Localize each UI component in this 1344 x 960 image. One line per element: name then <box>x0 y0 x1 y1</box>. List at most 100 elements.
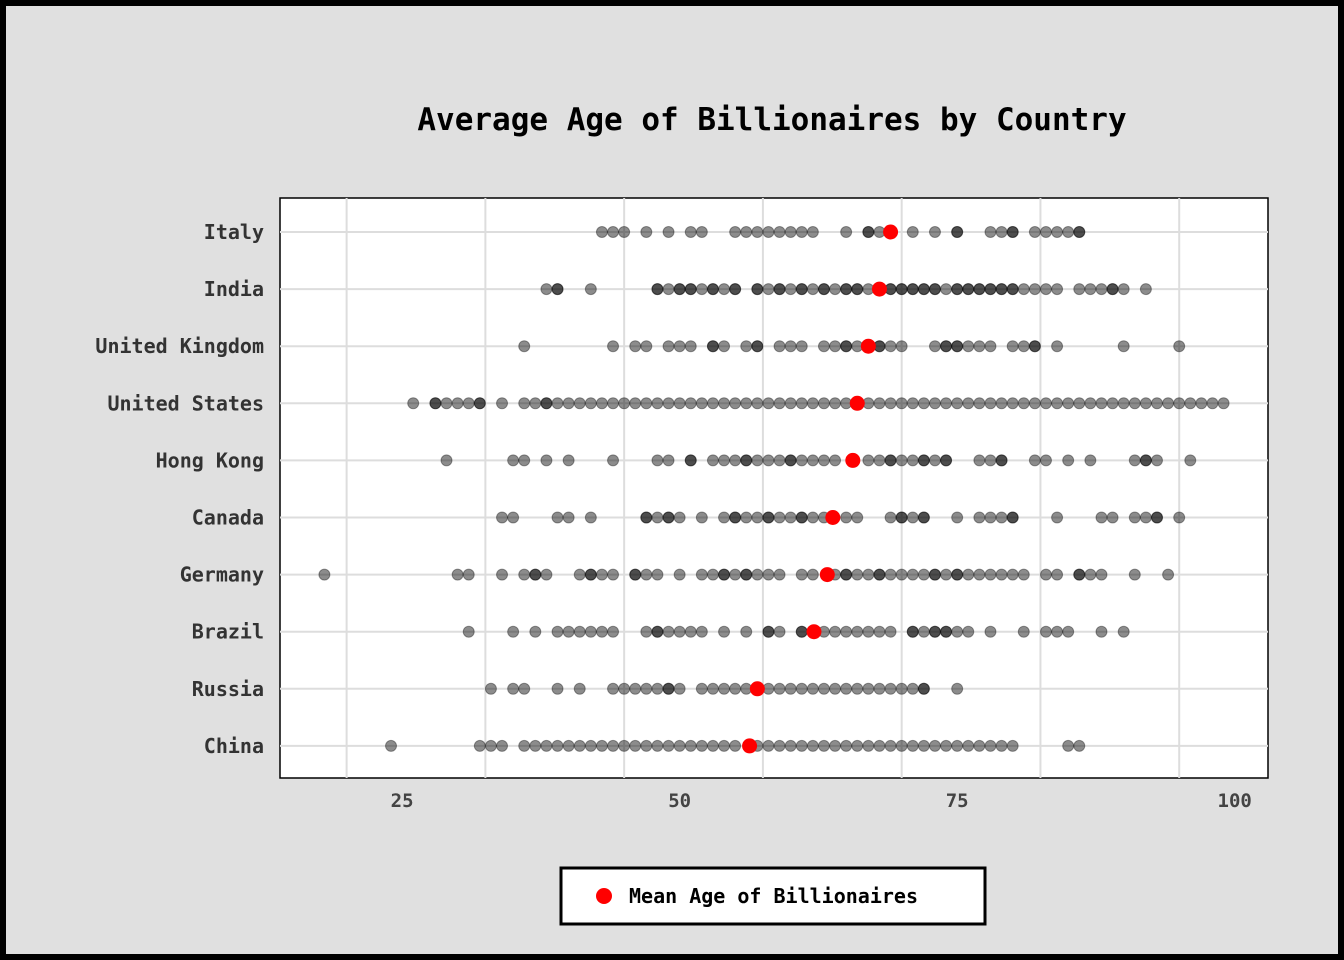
age-point <box>873 454 886 467</box>
age-point <box>962 283 975 296</box>
age-point <box>951 340 964 353</box>
age-point <box>629 739 642 752</box>
age-point <box>840 226 853 238</box>
age-point <box>718 454 731 467</box>
age-point <box>1017 568 1030 581</box>
age-point <box>1039 397 1052 410</box>
age-point <box>1095 568 1108 581</box>
age-point <box>951 283 964 296</box>
mean-age-point <box>749 681 765 697</box>
age-point <box>951 511 964 524</box>
age-point <box>773 340 786 353</box>
age-point <box>662 226 675 238</box>
age-point <box>1039 568 1052 581</box>
mean-age-point <box>849 395 865 411</box>
age-point <box>1017 625 1030 638</box>
age-point <box>551 397 564 410</box>
age-point <box>584 568 597 581</box>
age-point <box>1095 511 1108 524</box>
age-point <box>695 682 708 695</box>
age-point <box>773 454 786 467</box>
age-point <box>451 568 464 581</box>
age-point <box>1084 397 1097 410</box>
age-point <box>795 511 808 524</box>
age-point <box>1139 397 1152 410</box>
age-point <box>873 568 886 581</box>
age-point <box>995 454 1008 467</box>
age-point <box>1162 568 1175 581</box>
age-point <box>595 397 608 410</box>
age-point <box>1106 283 1119 296</box>
age-point <box>873 739 886 752</box>
age-point <box>684 340 697 353</box>
age-point <box>951 226 964 238</box>
age-point <box>507 511 520 524</box>
age-point <box>851 739 864 752</box>
age-point <box>1095 397 1108 410</box>
y-tick-label: China <box>204 734 264 758</box>
age-point <box>884 568 897 581</box>
age-point <box>928 397 941 410</box>
age-point <box>662 739 675 752</box>
age-point <box>973 511 986 524</box>
age-point <box>551 625 564 638</box>
age-point <box>740 511 753 524</box>
age-point <box>851 511 864 524</box>
age-point <box>529 625 542 638</box>
age-point <box>407 397 420 410</box>
age-point <box>840 568 853 581</box>
age-point <box>917 682 930 695</box>
age-point <box>862 568 875 581</box>
age-point <box>473 397 486 410</box>
age-point <box>562 454 575 467</box>
age-point <box>840 283 853 296</box>
age-point <box>940 397 953 410</box>
age-point <box>784 340 797 353</box>
age-point <box>640 340 653 353</box>
age-point <box>484 739 497 752</box>
age-point <box>573 739 586 752</box>
age-point <box>962 283 975 296</box>
age-point <box>940 340 953 353</box>
age-point <box>762 397 775 410</box>
age-point <box>984 739 997 752</box>
age-point <box>962 397 975 410</box>
y-tick-label: India <box>204 277 264 301</box>
age-point <box>1051 568 1064 581</box>
age-point <box>784 682 797 695</box>
age-point <box>607 226 620 238</box>
age-point <box>851 283 864 296</box>
age-point <box>551 682 564 695</box>
age-point <box>862 226 875 238</box>
age-point <box>1117 283 1130 296</box>
age-point <box>995 397 1008 410</box>
age-point <box>984 283 997 296</box>
age-point <box>873 568 886 581</box>
age-point <box>595 625 608 638</box>
age-point <box>795 226 808 238</box>
age-point <box>784 511 797 524</box>
age-point <box>507 682 520 695</box>
age-point <box>584 511 597 524</box>
age-point <box>1062 454 1075 467</box>
age-point <box>1173 340 1186 353</box>
age-point <box>1017 397 1030 410</box>
age-point <box>862 739 875 752</box>
age-point <box>762 739 775 752</box>
age-point <box>1051 283 1064 296</box>
age-point <box>673 511 686 524</box>
age-point <box>684 283 697 296</box>
age-point <box>951 283 964 296</box>
age-point <box>906 511 919 524</box>
age-point <box>806 226 819 238</box>
age-point <box>906 397 919 410</box>
age-point <box>729 454 742 467</box>
age-point <box>1206 397 1219 410</box>
age-point <box>995 226 1008 238</box>
age-point <box>662 682 675 695</box>
age-point <box>584 397 597 410</box>
age-point <box>995 454 1008 467</box>
age-point <box>862 226 875 238</box>
age-point <box>740 568 753 581</box>
age-point <box>518 397 531 410</box>
